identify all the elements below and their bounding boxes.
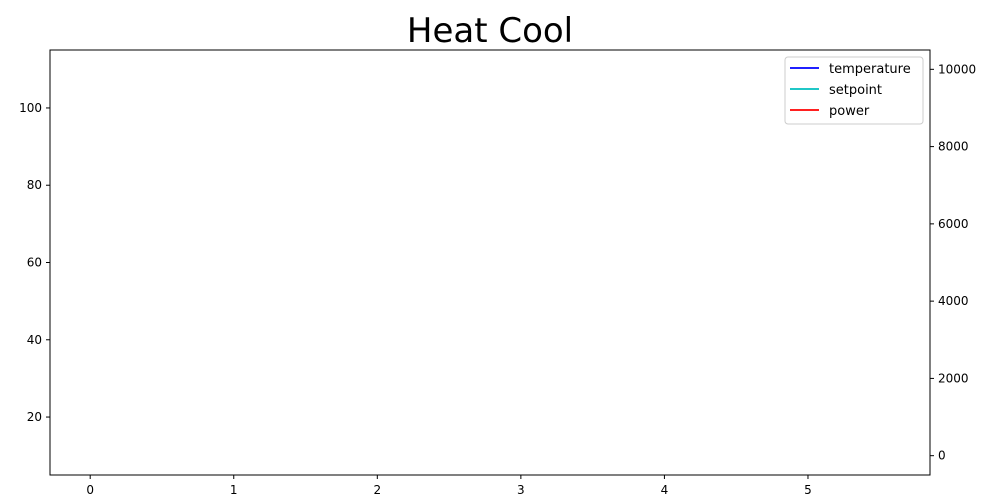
y2-tick-label: 4000 xyxy=(938,294,969,308)
legend-label: temperature xyxy=(829,62,911,77)
y-tick-label: 100 xyxy=(19,101,42,115)
chart-title: Heat Cool xyxy=(407,11,573,51)
x-tick-label: 0 xyxy=(86,483,94,497)
y-axis-left: 20 40 60 80 100 xyxy=(19,101,50,424)
x-tick-label: 1 xyxy=(230,483,238,497)
y-tick-label: 80 xyxy=(27,178,42,192)
y2-tick-label: 8000 xyxy=(938,140,969,154)
y2-tick-label: 10000 xyxy=(938,62,976,76)
x-tick-label: 4 xyxy=(661,483,669,497)
y2-tick-label: 0 xyxy=(938,449,946,463)
y-tick-label: 60 xyxy=(27,256,42,270)
x-tick-label: 3 xyxy=(517,483,525,497)
legend-label: power xyxy=(829,104,870,119)
legend: temperature setpoint power xyxy=(784,56,924,125)
legend-label: setpoint xyxy=(829,83,882,98)
y-tick-label: 20 xyxy=(27,410,42,424)
x-axis: 0 1 2 3 4 5 xyxy=(86,475,812,497)
y-axis-right: 0 2000 4000 6000 8000 10000 xyxy=(930,62,976,463)
y-tick-label: 40 xyxy=(27,333,42,347)
x-tick-label: 5 xyxy=(804,483,812,497)
x-tick-label: 2 xyxy=(373,483,381,497)
legend-box xyxy=(784,56,924,125)
y2-tick-label: 6000 xyxy=(938,217,969,231)
y2-tick-label: 2000 xyxy=(938,371,969,385)
